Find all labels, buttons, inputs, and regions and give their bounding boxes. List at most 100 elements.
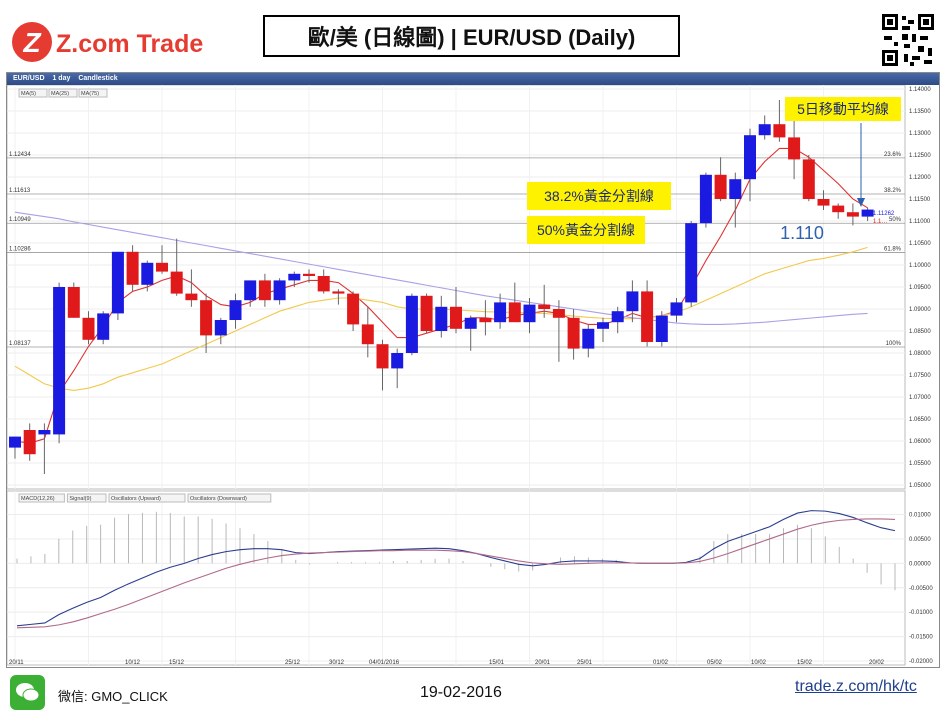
candle-body	[567, 317, 580, 349]
signal-line	[16, 518, 896, 629]
candle-body	[53, 287, 66, 435]
current-price-tag: 1.11262	[873, 211, 895, 217]
wechat-id: 微信: GMO_CLICK	[58, 689, 168, 704]
candlestick-chart: 1.14000 1.13500 1.13000 1.12500 1.12000 1.115…	[7, 85, 933, 666]
wechat-icon	[10, 675, 45, 710]
fib-pct-label: 50%	[889, 217, 902, 223]
price-tick-label: 1.07000	[909, 395, 931, 401]
candle-body	[229, 300, 242, 320]
candle-body	[38, 430, 51, 435]
macd-line	[16, 510, 896, 627]
candle-body	[244, 280, 257, 301]
candle-body	[744, 135, 756, 180]
ma5-note-text: 5日移動平均線	[797, 101, 889, 117]
macd-tick-label: 0.01000	[909, 513, 931, 519]
price-tick-label: 1.11000	[909, 219, 931, 225]
current-price-tag-2: 1.1…	[873, 219, 887, 225]
candle-body	[846, 212, 859, 217]
candle-body	[214, 320, 227, 336]
fib-price-label: 1.12434	[9, 152, 31, 158]
website-link[interactable]: trade.z.com/hk/tc	[795, 678, 917, 695]
fib382-note-text: 38.2%黃金分割線	[544, 188, 654, 204]
chart-panel: EUR/USD 1 day Candlestick 1.14000 1.13500…	[6, 72, 940, 668]
price-tick-label: 1.10000	[909, 263, 931, 269]
x-tick-label: 15/02	[797, 660, 813, 666]
price-tick-label: 1.11500	[909, 197, 931, 203]
candle-body	[508, 302, 521, 323]
macd-tick-label: -0.00500	[909, 586, 933, 592]
fib-pct-label: 23.6%	[884, 152, 902, 158]
candle-body	[361, 324, 374, 345]
x-tick-label: 10/02	[751, 660, 767, 666]
x-tick-label: 04/01/2016	[369, 660, 400, 666]
legend-macd-label: MACD(12,26)	[21, 496, 55, 502]
legend-box	[187, 493, 272, 503]
candle-body	[597, 322, 609, 329]
page-title-text: 歐/美 (日線圖) | EUR/USD (Daily)	[307, 25, 636, 50]
candle-body	[773, 124, 786, 138]
price-note-text: 1.110	[780, 223, 824, 243]
candle-body	[641, 291, 654, 342]
candle-body	[9, 436, 21, 448]
candle-body	[303, 273, 315, 276]
qr-code-icon	[880, 12, 936, 68]
candle-body	[405, 295, 418, 353]
candle-body	[611, 311, 624, 323]
logo-text: Z.com Trade	[56, 30, 203, 58]
candle-body	[538, 304, 551, 309]
legend-macd-label: Oscillators (Upward)	[111, 496, 161, 502]
x-tick-label: 10/12	[125, 660, 141, 666]
legend-macd-label: Oscillators (Downward)	[190, 496, 247, 502]
price-tick-label: 1.10500	[909, 241, 931, 247]
price-tick-label: 1.09500	[909, 285, 931, 291]
period-label[interactable]: 1 day	[52, 75, 71, 82]
fib-price-label: 1.10949	[9, 217, 31, 223]
style-label[interactable]: Candlestick	[78, 75, 118, 82]
fib-pct-label: 61.8%	[884, 246, 902, 252]
candle-body	[82, 317, 95, 340]
candle-body	[464, 317, 477, 329]
legend-box	[108, 493, 186, 503]
candle-body	[23, 430, 36, 455]
candle-body	[258, 280, 271, 301]
zcom-trade-logo: Z Z.com Trade	[12, 22, 203, 62]
candle-body	[626, 291, 639, 312]
x-tick-label: 25/01	[577, 660, 593, 666]
price-tick-label: 1.12000	[909, 175, 931, 181]
legend-ma-label: MA(5)	[21, 91, 36, 97]
candle-body	[670, 302, 683, 316]
price-tick-label: 1.14000	[909, 87, 931, 93]
candle-body	[200, 300, 213, 336]
candle-body	[552, 309, 565, 318]
x-tick-label: 05/02	[707, 660, 723, 666]
legend-macd-label: Signal(9)	[69, 496, 91, 502]
symbol-label[interactable]: EUR/USD	[13, 75, 45, 82]
candle-body	[582, 328, 595, 349]
candle-body	[494, 302, 507, 323]
candle-body	[332, 291, 345, 294]
price-tick-label: 1.12500	[909, 153, 931, 159]
fib382-note-box	[527, 182, 671, 210]
price-tick-label: 1.08500	[909, 329, 931, 335]
price-tick-label: 1.06000	[909, 439, 931, 445]
legend-box	[18, 493, 65, 503]
candle-body	[185, 293, 198, 301]
footer-date: 19-02-2016	[420, 684, 502, 701]
candle-body	[67, 287, 80, 318]
price-tick-label: 1.06500	[909, 417, 931, 423]
x-tick-label: 15/12	[169, 660, 185, 666]
candle-body	[479, 317, 492, 323]
macd-tick-label: -0.02000	[909, 659, 933, 665]
fib-pct-label: 38.2%	[884, 188, 902, 194]
candle-body	[832, 205, 845, 213]
chart-toolbar: EUR/USD 1 day Candlestick	[7, 73, 939, 85]
ma5-arrowhead	[857, 198, 865, 207]
fib-price-label: 1.10286	[9, 246, 31, 252]
legend-box	[18, 88, 48, 98]
candle-body	[420, 295, 433, 331]
macd-tick-label: -0.01500	[909, 635, 933, 641]
price-tick-label: 1.07500	[909, 373, 931, 379]
legend-box	[66, 493, 107, 503]
candle-body	[714, 174, 727, 199]
x-tick-label: 01/02	[653, 660, 669, 666]
